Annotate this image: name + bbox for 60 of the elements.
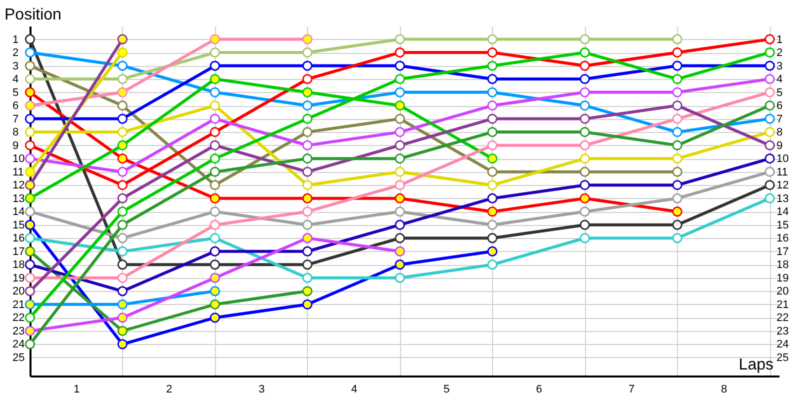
- y2-tick-label: 11: [776, 166, 788, 178]
- y-tick-label: 20: [12, 286, 25, 298]
- y2-tick-label: 21: [776, 298, 789, 311]
- x-tick-label: 2: [166, 384, 172, 396]
- y-tick-label: 22: [12, 312, 25, 324]
- y-tick-label: 13: [12, 192, 25, 205]
- y-tick-label: 4: [12, 74, 19, 86]
- y-axis-title: Position: [4, 6, 62, 24]
- y-tick-label: 10: [12, 153, 25, 166]
- y-tick-label: 7: [12, 113, 19, 126]
- y-tick-label: 3: [12, 60, 19, 72]
- y2-tick-label: 25: [776, 352, 789, 364]
- y-tick-label: 15: [12, 219, 25, 232]
- y-tick-label: 2: [12, 47, 19, 60]
- y2-tick-label: 19: [776, 272, 789, 284]
- y2-tick-label: 10: [776, 153, 789, 166]
- y2-tick-label: 9: [776, 140, 783, 152]
- y2-tick-label: 17: [776, 246, 789, 258]
- y-tick-label: 11: [12, 166, 24, 178]
- y2-tick-label: 5: [776, 86, 783, 99]
- x-tick-label: 4: [351, 384, 358, 396]
- y2-tick-label: 13: [776, 192, 789, 205]
- x-tick-label: 8: [720, 384, 728, 396]
- y-tick-label: 24: [12, 338, 25, 351]
- y-tick-label: 23: [12, 325, 25, 338]
- y-tick-label: 1: [12, 34, 19, 46]
- x-tick-label: 5: [444, 384, 450, 396]
- y2-tick-label: 20: [776, 286, 789, 298]
- y2-tick-label: 4: [776, 74, 783, 86]
- y-tick-label: 19: [12, 272, 25, 284]
- y2-tick-label: 1: [776, 34, 783, 46]
- y-tick-label: 25: [12, 352, 25, 364]
- y2-tick-label: 16: [776, 232, 789, 245]
- y-tick-label: 9: [12, 140, 19, 152]
- x-tick-label: 7: [628, 384, 635, 396]
- y2-tick-label: 22: [776, 312, 789, 324]
- x-tick-label: 6: [536, 384, 542, 396]
- y2-tick-label: 18: [776, 259, 789, 272]
- y2-tick-label: 3: [776, 60, 783, 72]
- y2-tick-label: 24: [776, 338, 789, 351]
- y-tick-label: 12: [12, 180, 25, 192]
- y-tick-label: 5: [12, 86, 19, 99]
- y2-tick-label: 14: [776, 206, 789, 218]
- y-tick-label: 18: [12, 259, 25, 272]
- y2-tick-label: 6: [776, 100, 783, 112]
- y2-tick-label: 12: [776, 180, 789, 192]
- y-tick-label: 16: [12, 232, 25, 245]
- y-tick-label: 8: [12, 126, 19, 139]
- y-tick-label: 14: [12, 206, 25, 218]
- y2-tick-label: 8: [776, 126, 783, 139]
- y2-tick-label: 15: [776, 219, 789, 232]
- y2-tick-label: 2: [776, 47, 783, 60]
- y-tick-label: 21: [12, 298, 25, 311]
- x-tick-label: 1: [74, 384, 80, 396]
- y-tick-label: 6: [12, 100, 19, 112]
- x-axis-title: Laps: [738, 356, 774, 374]
- y-tick-label: 17: [12, 246, 25, 258]
- y2-tick-label: 23: [776, 325, 789, 338]
- y2-tick-label: 7: [776, 113, 783, 126]
- x-tick-label: 3: [258, 384, 265, 396]
